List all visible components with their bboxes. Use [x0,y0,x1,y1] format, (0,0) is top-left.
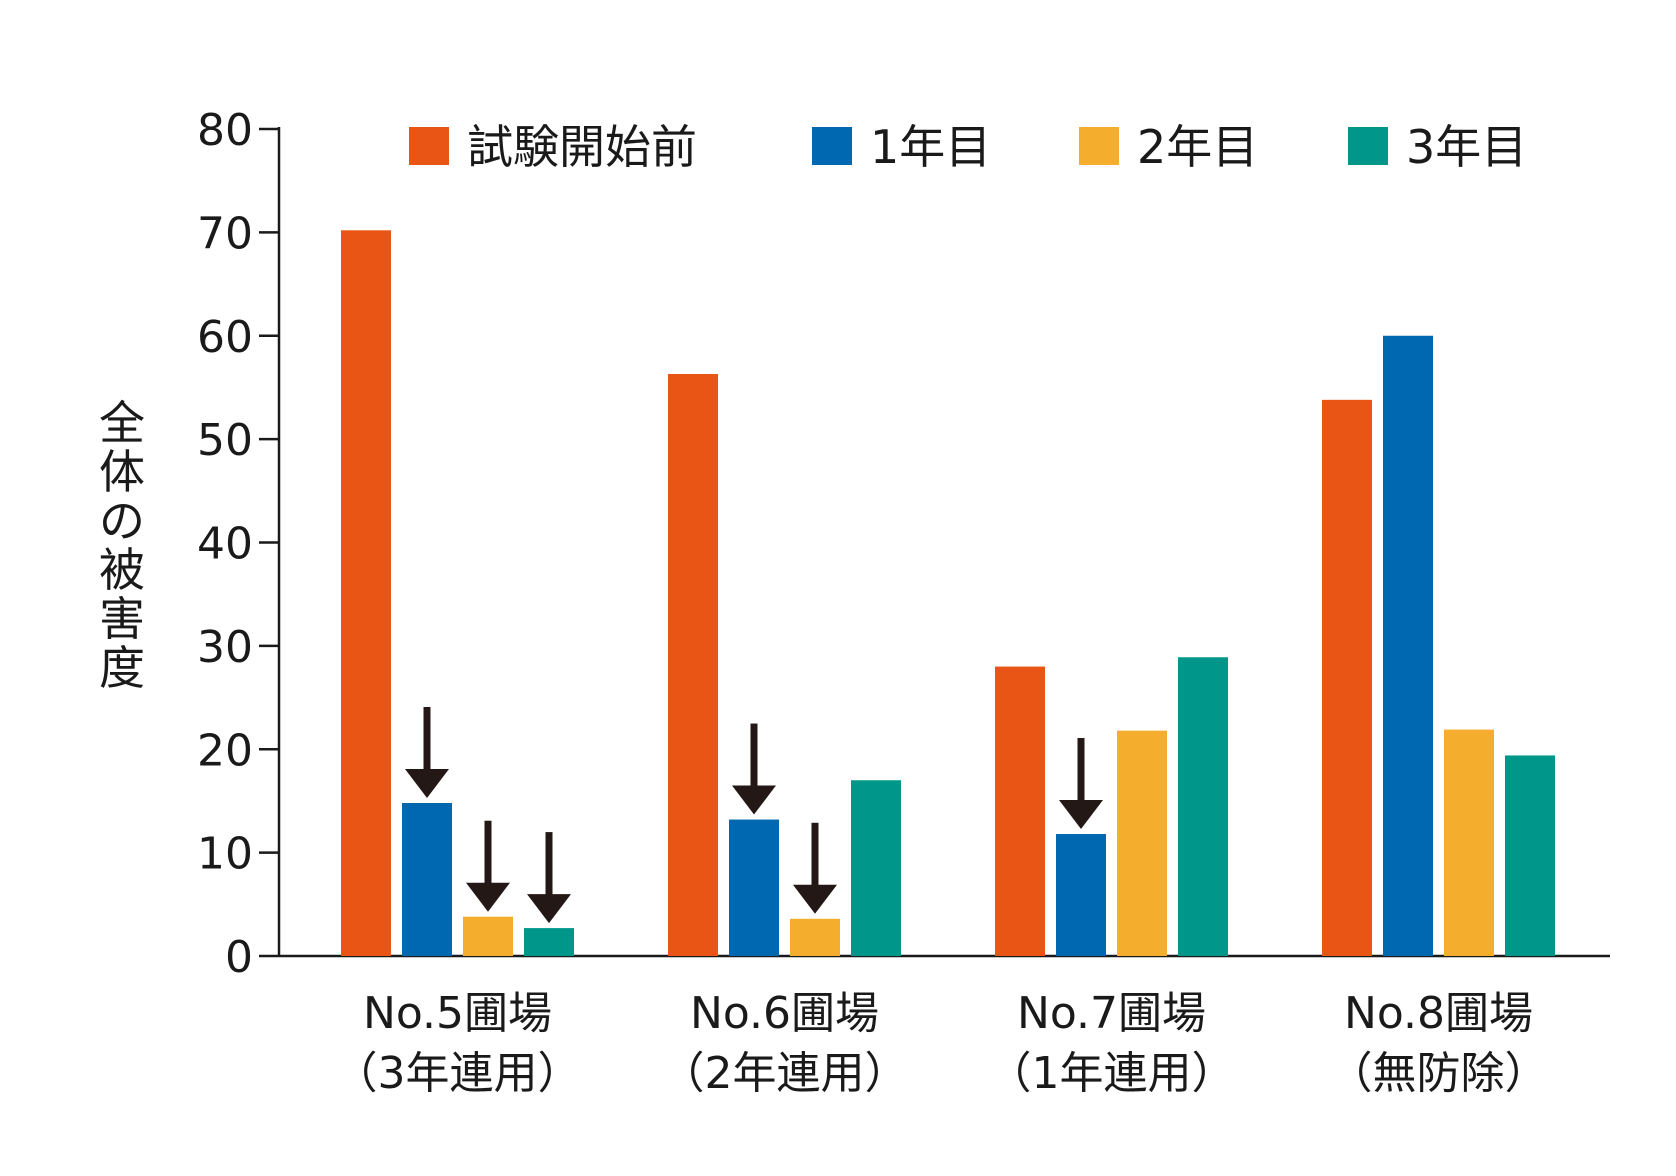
bars [341,230,1555,956]
decrease-arrows [405,707,1103,924]
y-tick-label: 40 [197,519,253,570]
y-axis-title-char: 度 [99,641,145,695]
arrow-shaft [811,822,819,887]
legend-swatch [409,127,449,165]
arrow-shaft [750,723,758,788]
legend-item: 1年目 [812,120,991,174]
legend-swatch [1079,127,1119,165]
y-tick-label: 50 [197,415,253,466]
category-label: （2年連用） [661,1048,909,1099]
down-arrow-icon [793,822,837,914]
y-axis-title-char: 全 [99,396,145,450]
arrow-head [466,882,510,912]
legend-label: 1年目 [870,120,991,174]
legend-item: 3年目 [1348,120,1527,174]
down-arrow-icon [466,820,510,912]
bar [851,780,901,956]
y-tick-label: 70 [197,208,253,259]
arrow-shaft [484,820,492,885]
down-arrow-icon [732,723,776,815]
legend-label: 2年目 [1137,120,1258,174]
bar [402,803,452,956]
bar [1444,729,1494,956]
arrow-head [732,785,776,815]
legend-label: 3年目 [1406,120,1527,174]
bar [524,928,574,956]
arrow-head [527,894,571,924]
arrow-shaft [545,832,553,897]
y-tick-label: 80 [197,105,253,156]
category-label: No.7圃場 [1017,988,1206,1039]
category-label: （無防除） [1329,1048,1549,1099]
category-label: （1年連用） [988,1048,1236,1099]
category-label: （3年連用） [334,1048,582,1099]
legend-item: 試験開始前 [409,120,697,174]
bar [1056,834,1106,956]
category-labels: No.5圃場 （3年連用） No.6圃場 （2年連用） No.7圃場 （1年連用） No.8… [334,988,1549,1099]
arrow-head [1059,800,1103,830]
legend-swatch [1348,127,1388,165]
legend-item: 2年目 [1079,120,1258,174]
legend-swatch [812,127,852,165]
legend-label: 試験開始前 [467,120,697,174]
bar [995,666,1045,956]
bar [790,918,840,956]
down-arrow-icon [527,832,571,924]
category-label: No.6圃場 [690,988,879,1039]
bar [729,819,779,956]
category-label: No.8圃場 [1344,988,1533,1039]
y-tick-label: 30 [197,622,253,673]
axes: 0 10 20 30 40 50 60 70 80 [197,105,1610,983]
y-axis-title-char: の [99,494,145,548]
down-arrow-icon [1059,738,1103,830]
y-axis-title-char: 体 [99,445,145,499]
category-label: No.5圃場 [363,988,552,1039]
y-axis-title-char: 害 [99,592,145,646]
bar [1322,399,1372,956]
arrow-head [405,769,449,799]
y-tick-label: 20 [197,725,253,776]
bar [1117,730,1167,956]
arrow-shaft [1077,738,1085,803]
arrow-head [793,884,837,914]
bar [1178,657,1228,956]
bar [341,230,391,956]
bar [463,916,513,956]
bar [1383,335,1433,956]
bar [1505,755,1555,956]
y-axis-title-char: 被 [99,543,145,597]
down-arrow-icon [405,707,449,799]
arrow-shaft [423,707,431,772]
y-tick-label: 60 [197,312,253,363]
bar [668,373,718,956]
legend: 試験開始前 1年目 2年目 3年目 [409,120,1527,174]
y-tick-label: 10 [197,829,253,880]
y-tick-label: 0 [225,932,253,983]
